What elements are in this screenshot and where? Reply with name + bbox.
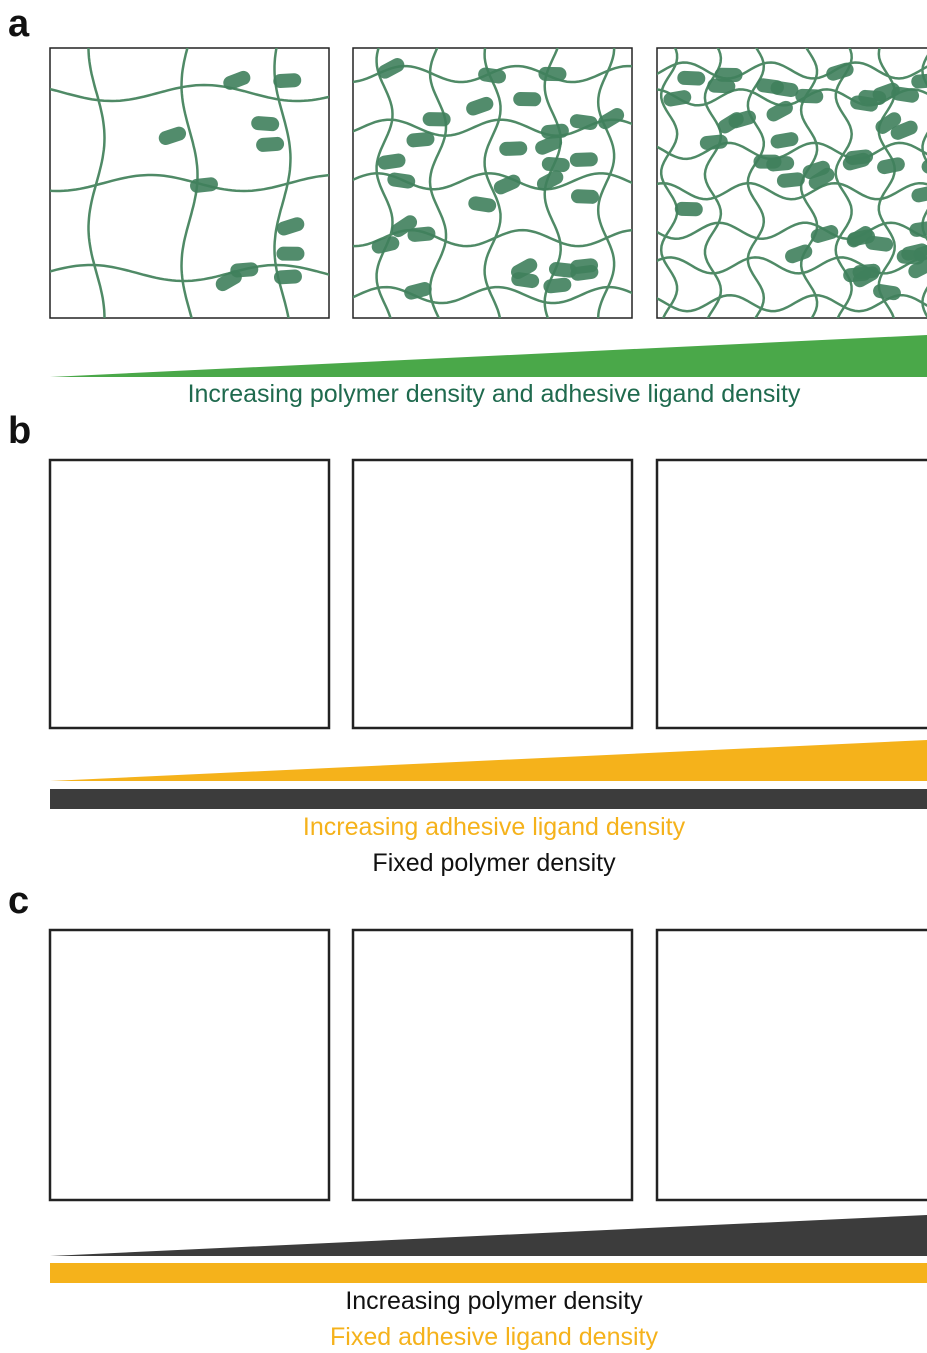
panel-box	[50, 460, 329, 728]
caption: Increasing polymer density and adhesive …	[188, 380, 801, 408]
ligand-blob	[570, 152, 598, 167]
caption: Fixed adhesive ligand density	[330, 1323, 658, 1351]
gradient-wedge	[50, 740, 927, 781]
ligand-blob	[677, 71, 706, 86]
panel-box	[353, 930, 632, 1200]
ligand-blob	[251, 116, 280, 132]
ligand-blob	[753, 155, 781, 169]
ligand-blob	[675, 202, 703, 217]
gradient-wedge	[50, 1215, 927, 1256]
caption: Fixed polymer density	[372, 849, 616, 877]
ligand-blob	[513, 92, 541, 107]
gradient-wedge	[50, 335, 927, 377]
ligand-blob	[714, 68, 742, 83]
panel-box	[353, 460, 632, 728]
ligand-blob	[571, 189, 600, 204]
fixed-bar	[50, 789, 927, 809]
ligand-blob	[256, 136, 285, 152]
fixed-bar	[50, 1263, 927, 1283]
ligand-blob	[499, 141, 528, 156]
panel-box	[657, 460, 927, 728]
ligand-blob	[795, 89, 823, 104]
caption: Increasing polymer density	[345, 1287, 643, 1315]
panel-box	[657, 930, 927, 1200]
caption: Increasing adhesive ligand density	[303, 813, 686, 841]
ligand-blob	[541, 156, 570, 172]
ligand-blob	[274, 269, 303, 285]
panel-box	[50, 930, 329, 1200]
figure: a b c Increasing polymer density and adh…	[0, 0, 927, 1353]
panel-label: c	[8, 880, 29, 922]
panel-label: a	[8, 3, 30, 45]
ligand-blob	[276, 247, 304, 261]
ligand-blob	[273, 73, 302, 89]
ligand-blob	[422, 112, 450, 127]
panel-label: b	[8, 410, 31, 452]
ligand-blob	[538, 67, 566, 81]
